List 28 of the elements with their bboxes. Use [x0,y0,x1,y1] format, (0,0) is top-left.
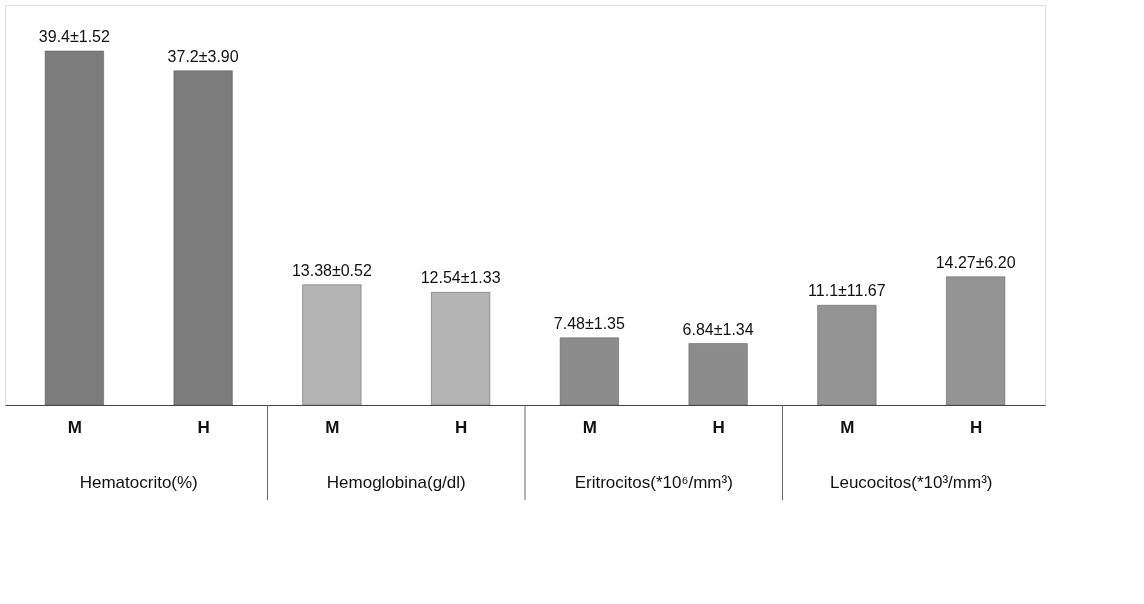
text: Hematocrito(%) [79,473,198,492]
data-label: 37.2±3.90 [167,47,239,65]
bar [431,292,491,406]
text: Hemoglobina(g/dl) [326,473,466,492]
bar [559,337,619,406]
bar [302,284,362,406]
bar [688,343,748,406]
bar [44,50,104,406]
x-tick-label: H [454,417,468,437]
data-label: 12.54±1.33 [420,269,501,287]
x-tick-label: M [582,417,597,437]
x-tick-label: M [325,417,340,437]
text: Leucocitos(*10³/mm³) [830,473,993,492]
data-label: 7.48±1.35 [553,314,626,332]
bar [173,70,233,406]
x-tick-label: H [712,417,725,437]
bar [946,276,1006,406]
x-tick-label: H [969,417,983,437]
x-tick-label: H [197,417,210,437]
x-tick-label: M [840,417,855,437]
data-label: 39.4±1.52 [38,28,111,46]
data-label: 11.1±11.67 [808,282,886,300]
x-tick-label: M [67,417,82,437]
bar [817,305,877,406]
data-label: 14.27±6.20 [935,253,1016,271]
text: Eritrocitos(*10⁶/mm³) [574,473,733,492]
data-label: 13.38±0.52 [291,261,372,279]
data-label: 6.84±1.34 [682,320,754,338]
